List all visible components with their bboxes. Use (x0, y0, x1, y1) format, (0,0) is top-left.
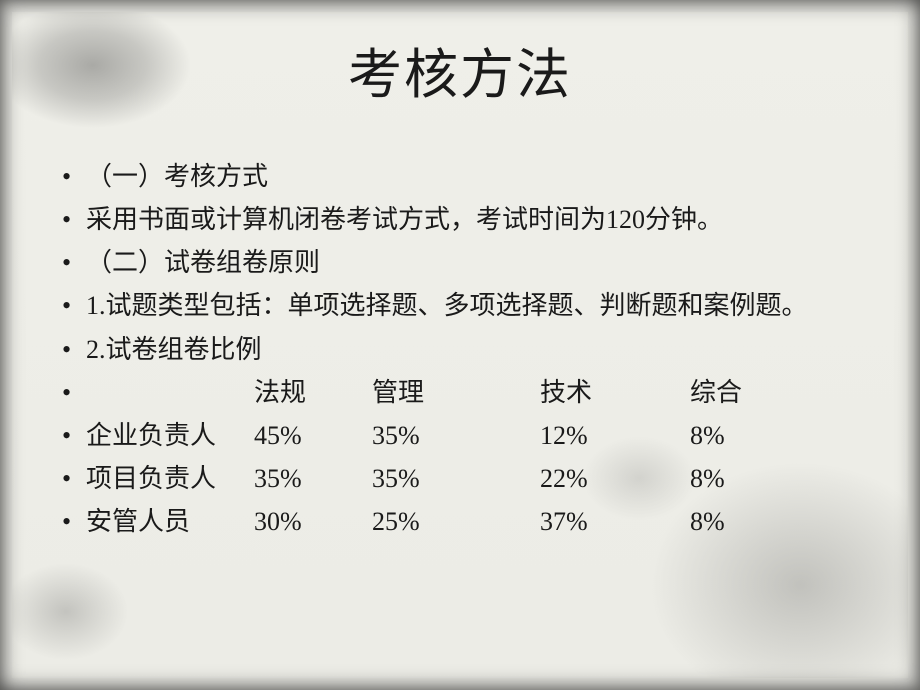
cell: 8% (690, 414, 800, 457)
table-header-row: 法规 管理 技术 综合 (54, 371, 866, 414)
list-item: 2.试卷组卷比例 (54, 328, 866, 371)
row-label: 安管人员 (86, 500, 254, 543)
table-header-cell: 技术 (540, 371, 690, 414)
table-row: 安管人员 30% 25% 37% 8% (54, 500, 866, 543)
row-label: 企业负责人 (86, 414, 254, 457)
cell: 35% (372, 414, 540, 457)
cell: 35% (372, 457, 540, 500)
bullet-list: （一）考核方式 采用书面或计算机闭卷考试方式，考试时间为120分钟。 （二）试卷… (54, 155, 866, 543)
cell: 22% (540, 457, 690, 500)
list-item: （一）考核方式 (54, 155, 866, 198)
cell: 37% (540, 500, 690, 543)
list-item: 采用书面或计算机闭卷考试方式，考试时间为120分钟。 (54, 198, 866, 241)
cell: 12% (540, 414, 690, 457)
table-header-cell: 综合 (690, 371, 800, 414)
table-row: 企业负责人 45% 35% 12% 8% (54, 414, 866, 457)
cell: 25% (372, 500, 540, 543)
row-label: 项目负责人 (86, 457, 254, 500)
table-header-blank (86, 371, 254, 414)
cell: 8% (690, 500, 800, 543)
cell: 45% (254, 414, 372, 457)
list-item: 1.试题类型包括：单项选择题、多项选择题、判断题和案例题。 (54, 284, 866, 327)
cell: 30% (254, 500, 372, 543)
slide-title: 考核方法 (54, 30, 866, 109)
cell: 35% (254, 457, 372, 500)
list-item: （二）试卷组卷原则 (54, 241, 866, 284)
cell: 8% (690, 457, 800, 500)
table-header-cell: 法规 (254, 371, 372, 414)
slide-content: 考核方法 （一）考核方式 采用书面或计算机闭卷考试方式，考试时间为120分钟。 … (12, 12, 908, 678)
table-row: 项目负责人 35% 35% 22% 8% (54, 457, 866, 500)
table-header-cell: 管理 (372, 371, 540, 414)
